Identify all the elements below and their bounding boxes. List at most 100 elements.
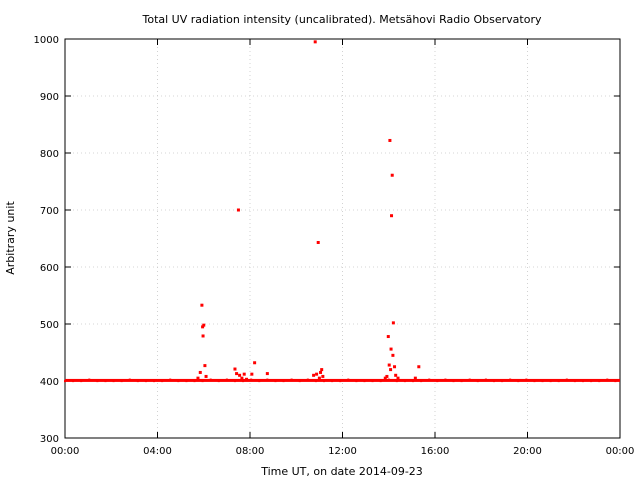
baseline-point bbox=[573, 380, 576, 383]
baseline-point bbox=[80, 380, 83, 383]
data-point bbox=[389, 368, 393, 372]
data-point bbox=[315, 372, 319, 376]
y-tick-label: 800 bbox=[40, 149, 59, 160]
baseline-point bbox=[452, 380, 455, 383]
data-point bbox=[396, 376, 400, 380]
baseline-point bbox=[64, 380, 66, 383]
y-tick-label: 1000 bbox=[34, 35, 59, 46]
baseline-point bbox=[120, 380, 123, 383]
baseline-point bbox=[112, 380, 115, 383]
data-point bbox=[235, 372, 239, 376]
data-point bbox=[390, 214, 394, 218]
baseline-point bbox=[428, 378, 431, 381]
x-tick-label: 16:00 bbox=[421, 446, 450, 457]
baseline-point bbox=[371, 380, 374, 383]
data-point bbox=[321, 374, 325, 378]
baseline-point bbox=[484, 378, 487, 381]
baseline-point bbox=[565, 378, 568, 381]
baseline-point bbox=[582, 380, 584, 383]
grid bbox=[65, 39, 620, 438]
data-point bbox=[417, 365, 421, 369]
x-tick-label: 04:00 bbox=[143, 446, 172, 457]
data-point bbox=[320, 368, 324, 372]
data-point bbox=[319, 370, 323, 374]
baseline-point bbox=[460, 380, 463, 383]
baseline-point bbox=[185, 380, 188, 383]
ticks: 300 400 500 600 700 800 900 1000 00:00 04:00 08:00… bbox=[34, 35, 635, 457]
y-tick-label: 600 bbox=[40, 263, 59, 274]
data-point bbox=[245, 377, 249, 381]
y-tick-label: 500 bbox=[40, 320, 59, 331]
data-point bbox=[238, 373, 242, 377]
data-point bbox=[391, 321, 395, 325]
y-axis-label: Arbitrary unit bbox=[4, 201, 17, 275]
baseline-point bbox=[509, 378, 512, 381]
baseline-point bbox=[250, 378, 253, 381]
baseline-point bbox=[387, 378, 390, 381]
baseline-point bbox=[501, 380, 504, 383]
baseline-point bbox=[395, 380, 398, 383]
baseline-point bbox=[104, 380, 107, 383]
baseline-point bbox=[290, 378, 293, 381]
data-point bbox=[265, 372, 269, 376]
baseline-point bbox=[379, 380, 382, 383]
baseline-point bbox=[557, 380, 560, 383]
x-tick-label: 12:00 bbox=[328, 446, 357, 457]
x-tick-label: 20:00 bbox=[513, 446, 542, 457]
baseline-point bbox=[355, 380, 358, 383]
data-point bbox=[388, 138, 392, 142]
plot-frame bbox=[64, 38, 621, 439]
baseline-point bbox=[323, 380, 325, 383]
baseline-point bbox=[274, 380, 277, 383]
baseline-point bbox=[72, 380, 75, 383]
data-point bbox=[201, 334, 205, 338]
data-point bbox=[391, 353, 395, 357]
baseline-point bbox=[153, 380, 156, 383]
baseline-points bbox=[65, 378, 620, 382]
baseline-point bbox=[242, 380, 245, 383]
baseline-point bbox=[598, 380, 601, 383]
baseline-point bbox=[339, 380, 342, 383]
baseline-point bbox=[193, 380, 196, 383]
baseline-point bbox=[525, 378, 528, 381]
baseline-point bbox=[266, 378, 269, 381]
data-point bbox=[198, 370, 202, 374]
baseline-point bbox=[549, 380, 552, 383]
baseline-point bbox=[436, 380, 439, 383]
data-point bbox=[387, 363, 391, 367]
x-axis-label: Time UT, on date 2014-09-23 bbox=[260, 465, 423, 478]
baseline-point bbox=[541, 380, 544, 383]
axes bbox=[64, 38, 621, 439]
data-point bbox=[250, 372, 254, 376]
baseline-point bbox=[517, 380, 520, 383]
baseline-point bbox=[177, 380, 180, 383]
y-tick-label: 700 bbox=[40, 206, 59, 217]
data-point bbox=[196, 376, 200, 380]
baseline-point bbox=[444, 378, 447, 381]
baseline-point bbox=[225, 378, 228, 381]
data-point bbox=[385, 374, 389, 378]
baseline-point bbox=[201, 380, 204, 383]
data-point bbox=[316, 240, 320, 244]
x-tick-label: 00:00 bbox=[51, 446, 80, 457]
baseline-point bbox=[331, 380, 334, 383]
baseline-point bbox=[606, 378, 609, 381]
data-point bbox=[413, 376, 417, 380]
data-point bbox=[394, 373, 398, 377]
data-points bbox=[64, 40, 620, 383]
baseline-point bbox=[590, 380, 593, 383]
baseline-point bbox=[403, 380, 406, 383]
baseline-point bbox=[314, 380, 317, 383]
baseline-point bbox=[476, 380, 479, 383]
data-point bbox=[233, 367, 237, 371]
data-point bbox=[317, 376, 321, 380]
data-point bbox=[204, 374, 208, 378]
baseline-point bbox=[136, 380, 139, 383]
data-point bbox=[313, 40, 317, 44]
baseline-point bbox=[492, 380, 495, 383]
data-point bbox=[203, 364, 207, 368]
baseline-point bbox=[306, 378, 309, 381]
chart-title: Total UV radiation intensity (uncalibrat… bbox=[142, 13, 542, 26]
baseline-point bbox=[161, 380, 164, 383]
